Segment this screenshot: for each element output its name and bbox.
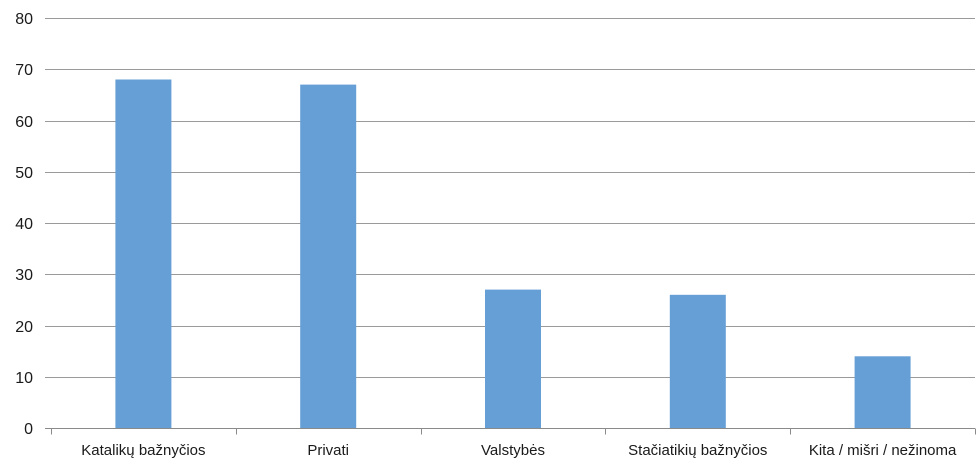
gridlines [45, 18, 975, 378]
y-tick-label: 10 [15, 370, 33, 387]
x-tick-label: Valstybės [481, 442, 545, 459]
x-tick-label: Kita / mišri / nežinoma [809, 442, 957, 459]
y-tick-label: 0 [24, 421, 33, 438]
bar [669, 294, 726, 429]
y-tick-label: 70 [15, 62, 33, 79]
bars [115, 79, 911, 429]
labels: 0 10 20 30 40 50 60 70 80 Katalikų bažnyčios Priva… [15, 11, 957, 459]
bar [485, 289, 541, 428]
y-tick-label: 50 [15, 165, 33, 182]
y-tick-label: 20 [15, 319, 33, 336]
axes [45, 428, 976, 435]
bar [115, 79, 172, 428]
y-tick-label: 80 [15, 11, 33, 28]
x-tick-label: Katalikų bažnyčios [81, 442, 205, 459]
x-tick-label: Stačiatikių bažnyčios [628, 442, 767, 459]
y-tick-label: 40 [15, 216, 33, 233]
y-tick-label: 30 [15, 267, 33, 284]
bar [854, 356, 911, 429]
y-tick-label: 60 [15, 114, 33, 131]
bar [300, 84, 357, 428]
x-tick-label: Privati [307, 442, 349, 459]
